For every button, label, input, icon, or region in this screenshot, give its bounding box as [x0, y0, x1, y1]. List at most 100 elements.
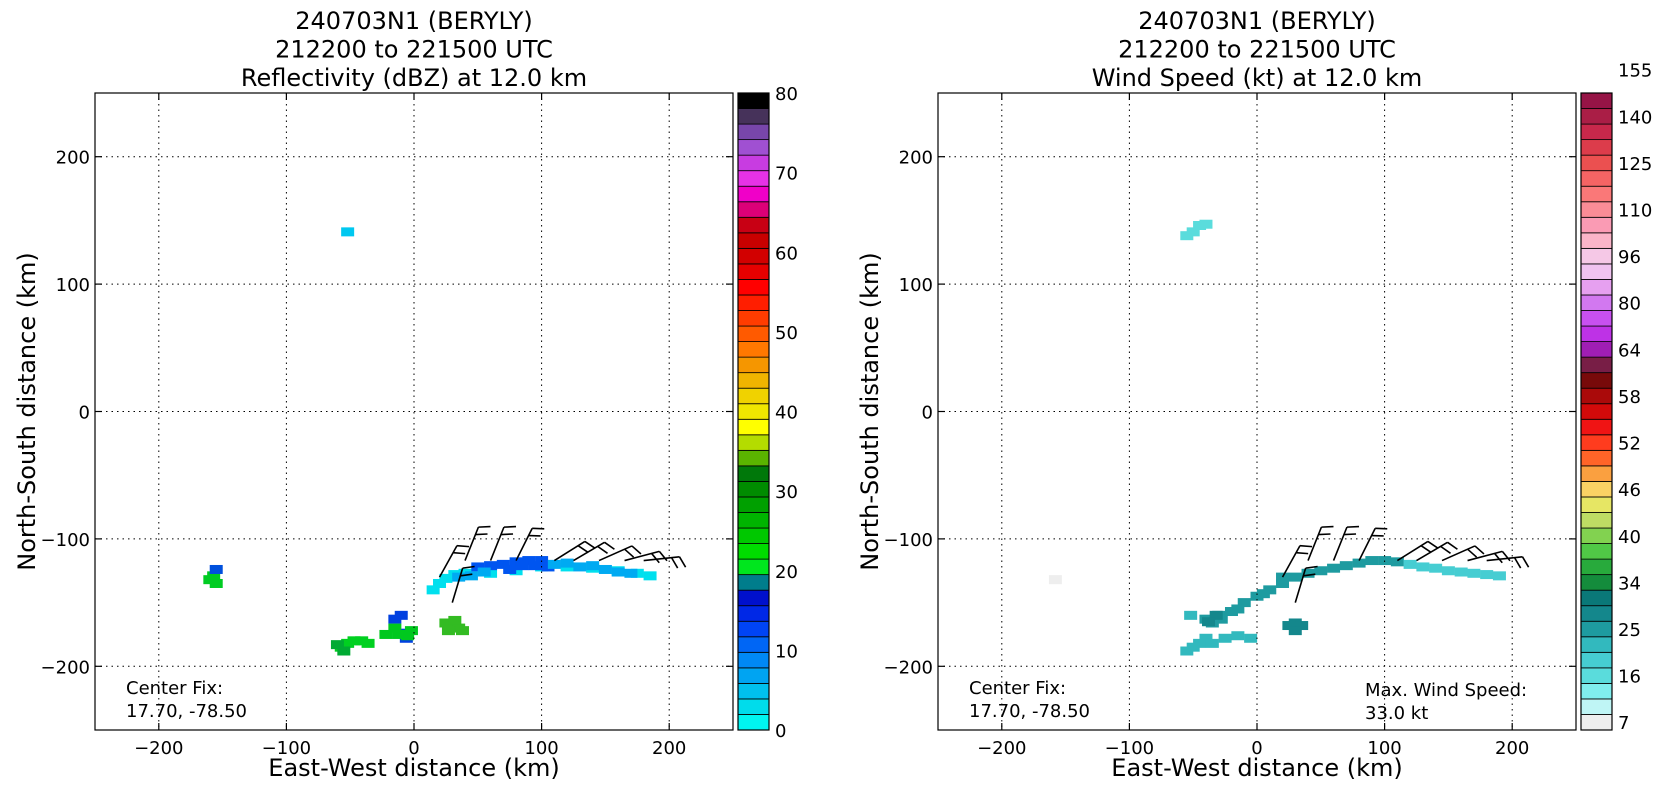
colorbar-segment-22: [737, 387, 770, 405]
colorbar-segment-28: [1580, 294, 1613, 311]
echo-cell-5-8: [1231, 631, 1245, 641]
colorbar-segment-26: [737, 325, 770, 342]
colorbar-segment-34: [737, 201, 770, 218]
echo-cell-8-4: [441, 626, 455, 636]
colorbar-segment-3: [737, 682, 770, 700]
barb-flag: [624, 548, 635, 558]
barb-staff: [643, 555, 680, 562]
title-line-3: Wind Speed (kt) at 12.0 km: [1092, 64, 1423, 92]
echo-cell-4-5: [361, 638, 375, 648]
barb-flag: [604, 541, 615, 550]
colorbar-tick-label-10: 80: [1618, 294, 1641, 315]
echo-cell-10-2: [484, 561, 498, 571]
barb-flag: [650, 552, 660, 564]
colorbar-tick-label-9: 80: [775, 84, 798, 105]
echo-cell-11-9: [464, 571, 478, 581]
x-axis-label: East-West distance (km): [1111, 754, 1402, 782]
barb-staff: [1358, 528, 1376, 561]
colorbar-tick-label-1: 7: [1618, 713, 1629, 734]
colorbar-segment-41: [737, 92, 770, 109]
title-line-1: 240703N1 (BERYLY): [1138, 7, 1375, 35]
barb-staff: [1294, 567, 1307, 603]
barb-flag: [500, 533, 514, 536]
echo-cell-3-18: [1256, 589, 1270, 599]
barb-staff: [515, 528, 533, 561]
wind-barb-6: [1416, 541, 1458, 562]
wind-barbs: [1281, 525, 1530, 603]
barb-staff: [1416, 541, 1448, 562]
center-fix-value: 17.70, -78.50: [126, 701, 247, 722]
colorbar-segment-9: [1580, 589, 1613, 607]
colorbar-segment-6: [1580, 636, 1613, 653]
title-line-1: 240703N1 (BERYLY): [295, 7, 532, 35]
colorbar-tick-label-12: 110: [1618, 201, 1652, 222]
barb-flag: [670, 557, 679, 569]
y-tick-label-2: −100: [884, 530, 933, 551]
barb-flag: [658, 550, 668, 562]
barb-flag: [1521, 556, 1530, 568]
colorbar-segment-23: [737, 372, 770, 389]
colorbar-segment-4: [1580, 667, 1613, 684]
colorbar-segment-20: [737, 418, 770, 436]
barb-staff: [573, 541, 605, 562]
barb-staff: [464, 526, 480, 561]
echo-cell-3-13: [1352, 558, 1366, 568]
wind-barb-5: [1396, 540, 1439, 562]
colorbar-segment-32: [737, 232, 770, 249]
colorbar-segment-28: [737, 294, 770, 311]
colorbar-segment-20: [1580, 418, 1613, 436]
colorbar-segment-29: [737, 279, 770, 296]
x-tick-label-4: 100: [524, 738, 558, 759]
colorbar-segment-3: [1580, 682, 1613, 700]
x-tick-label-3: 0: [1251, 738, 1262, 759]
barb-staff: [553, 540, 586, 562]
colorbar-segment-5: [737, 651, 770, 669]
echo-cell-4-5: [1454, 567, 1468, 577]
echo-cell-5-9: [1244, 633, 1258, 643]
colorbar-segment-40: [737, 108, 770, 125]
echo-cell-3-1: [209, 564, 223, 574]
barb-flag: [478, 525, 491, 528]
wind-barb-9: [643, 555, 687, 569]
colorbar-segment-19: [737, 434, 770, 451]
colorbar-segment-29: [1580, 279, 1613, 296]
colorbar-segment-15: [1580, 496, 1613, 513]
colorbar-segment-18: [737, 449, 770, 467]
barb-flag: [1427, 540, 1439, 549]
echo-cell-4-7: [1480, 570, 1494, 580]
echo-features: [203, 227, 657, 656]
barb-flag: [1346, 525, 1360, 528]
colorbar-segment-39: [1580, 123, 1613, 141]
colorbar-tick-label-5: 40: [1618, 527, 1641, 548]
annotations: Center Fix:17.70, -78.50 Max. Wind Speed:…: [969, 678, 1527, 724]
barb-flag: [475, 533, 488, 536]
center-fix-value: 17.70, -78.50: [969, 701, 1090, 722]
y-tick-label-1: −200: [884, 657, 933, 678]
wind-barb-1: [438, 544, 470, 578]
echo-cell-10-10: [503, 564, 517, 574]
y-tick-label-4: 100: [56, 275, 90, 296]
barb-flag: [1343, 533, 1357, 536]
panel-1: 240703N1 (BERYLY)212200 to 221500 UTCRef…: [13, 7, 798, 782]
colorbar-segment-2: [1580, 698, 1613, 715]
colorbar-tick-label-4: 34: [1618, 573, 1641, 594]
colorbar-tick-label-11: 96: [1618, 247, 1641, 268]
barb-flag: [1513, 557, 1522, 569]
colorbar-tick-label-14: 140: [1618, 107, 1652, 128]
y-tick-label-5: 200: [899, 148, 933, 169]
colorbar-segment-25: [1580, 341, 1613, 358]
colorbar-segment-5: [1580, 651, 1613, 669]
colorbar-segment-36: [1580, 170, 1613, 187]
echo-cell-3-9: [1301, 568, 1315, 578]
colorbar-segment-38: [737, 139, 770, 156]
barb-staff: [1307, 526, 1323, 561]
wind-barb-2: [464, 525, 491, 561]
colorbar-tick-label-7: 52: [1618, 434, 1641, 455]
barb-staff: [598, 545, 633, 562]
wind-barb-4: [515, 527, 545, 561]
barb-flag: [1299, 544, 1313, 548]
echo-cell-10-1: [471, 562, 485, 572]
colorbar-segment-38: [1580, 139, 1613, 156]
y-tick-label-2: −100: [41, 530, 90, 551]
wind-barb-10: [1294, 565, 1318, 603]
